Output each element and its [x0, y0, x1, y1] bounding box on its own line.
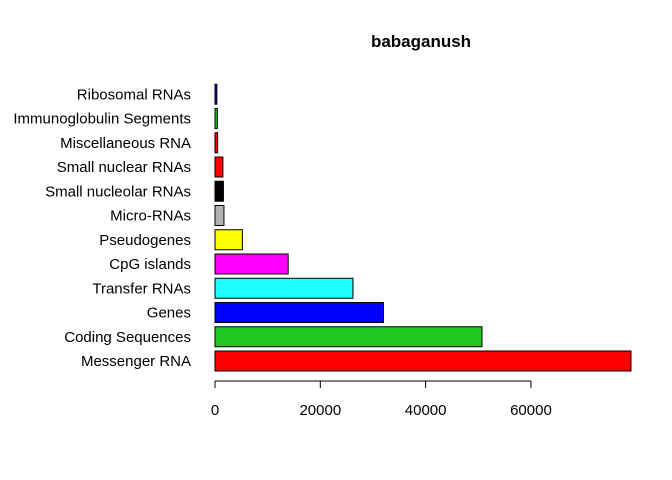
bar-immunoglobulin-segments: [214, 108, 218, 129]
chart-title: babaganush: [371, 32, 471, 51]
bar-small-nuclear-rnas: [214, 156, 224, 178]
bar-transfer-rnas: [214, 277, 354, 299]
category-label: Micro-RNAs: [110, 208, 191, 225]
x-axis: 0 20000 40000 60000: [211, 380, 552, 419]
bar-ribosomal-rnas: [214, 83, 218, 105]
bars-group: [214, 83, 632, 372]
bar-miscellaneous-rna: [214, 132, 219, 154]
x-tick-label: 0: [211, 402, 219, 419]
bar-pseudogenes: [214, 229, 243, 251]
bar-cpg-islands: [214, 253, 289, 275]
x-tick-label: 40000: [405, 402, 447, 419]
x-tick-label: 20000: [299, 402, 341, 419]
bar-genes: [214, 302, 385, 323]
category-label: Messenger RNA: [81, 353, 191, 370]
category-label: Miscellaneous RNA: [60, 135, 191, 152]
category-label: Immunoglobulin Segments: [13, 111, 191, 128]
category-label: Pseudogenes: [99, 232, 191, 249]
category-label: Genes: [147, 305, 191, 322]
category-label: CpG islands: [109, 256, 191, 273]
category-label: Ribosomal RNAs: [77, 86, 191, 103]
bar-coding-sequences: [214, 326, 483, 348]
category-labels: Messenger RNA Coding Sequences Genes Transf…: [13, 86, 191, 370]
bar-small-nucleolar-rnas: [214, 180, 224, 202]
category-label: Small nucleolar RNAs: [45, 183, 191, 200]
x-tick-label: 60000: [510, 402, 552, 419]
category-label: Transfer RNAs: [92, 280, 191, 297]
category-label: Coding Sequences: [64, 329, 191, 346]
category-label: Small nuclear RNAs: [57, 159, 191, 176]
bar-micro-rnas: [214, 205, 225, 226]
bar-messenger-rna: [214, 350, 632, 372]
